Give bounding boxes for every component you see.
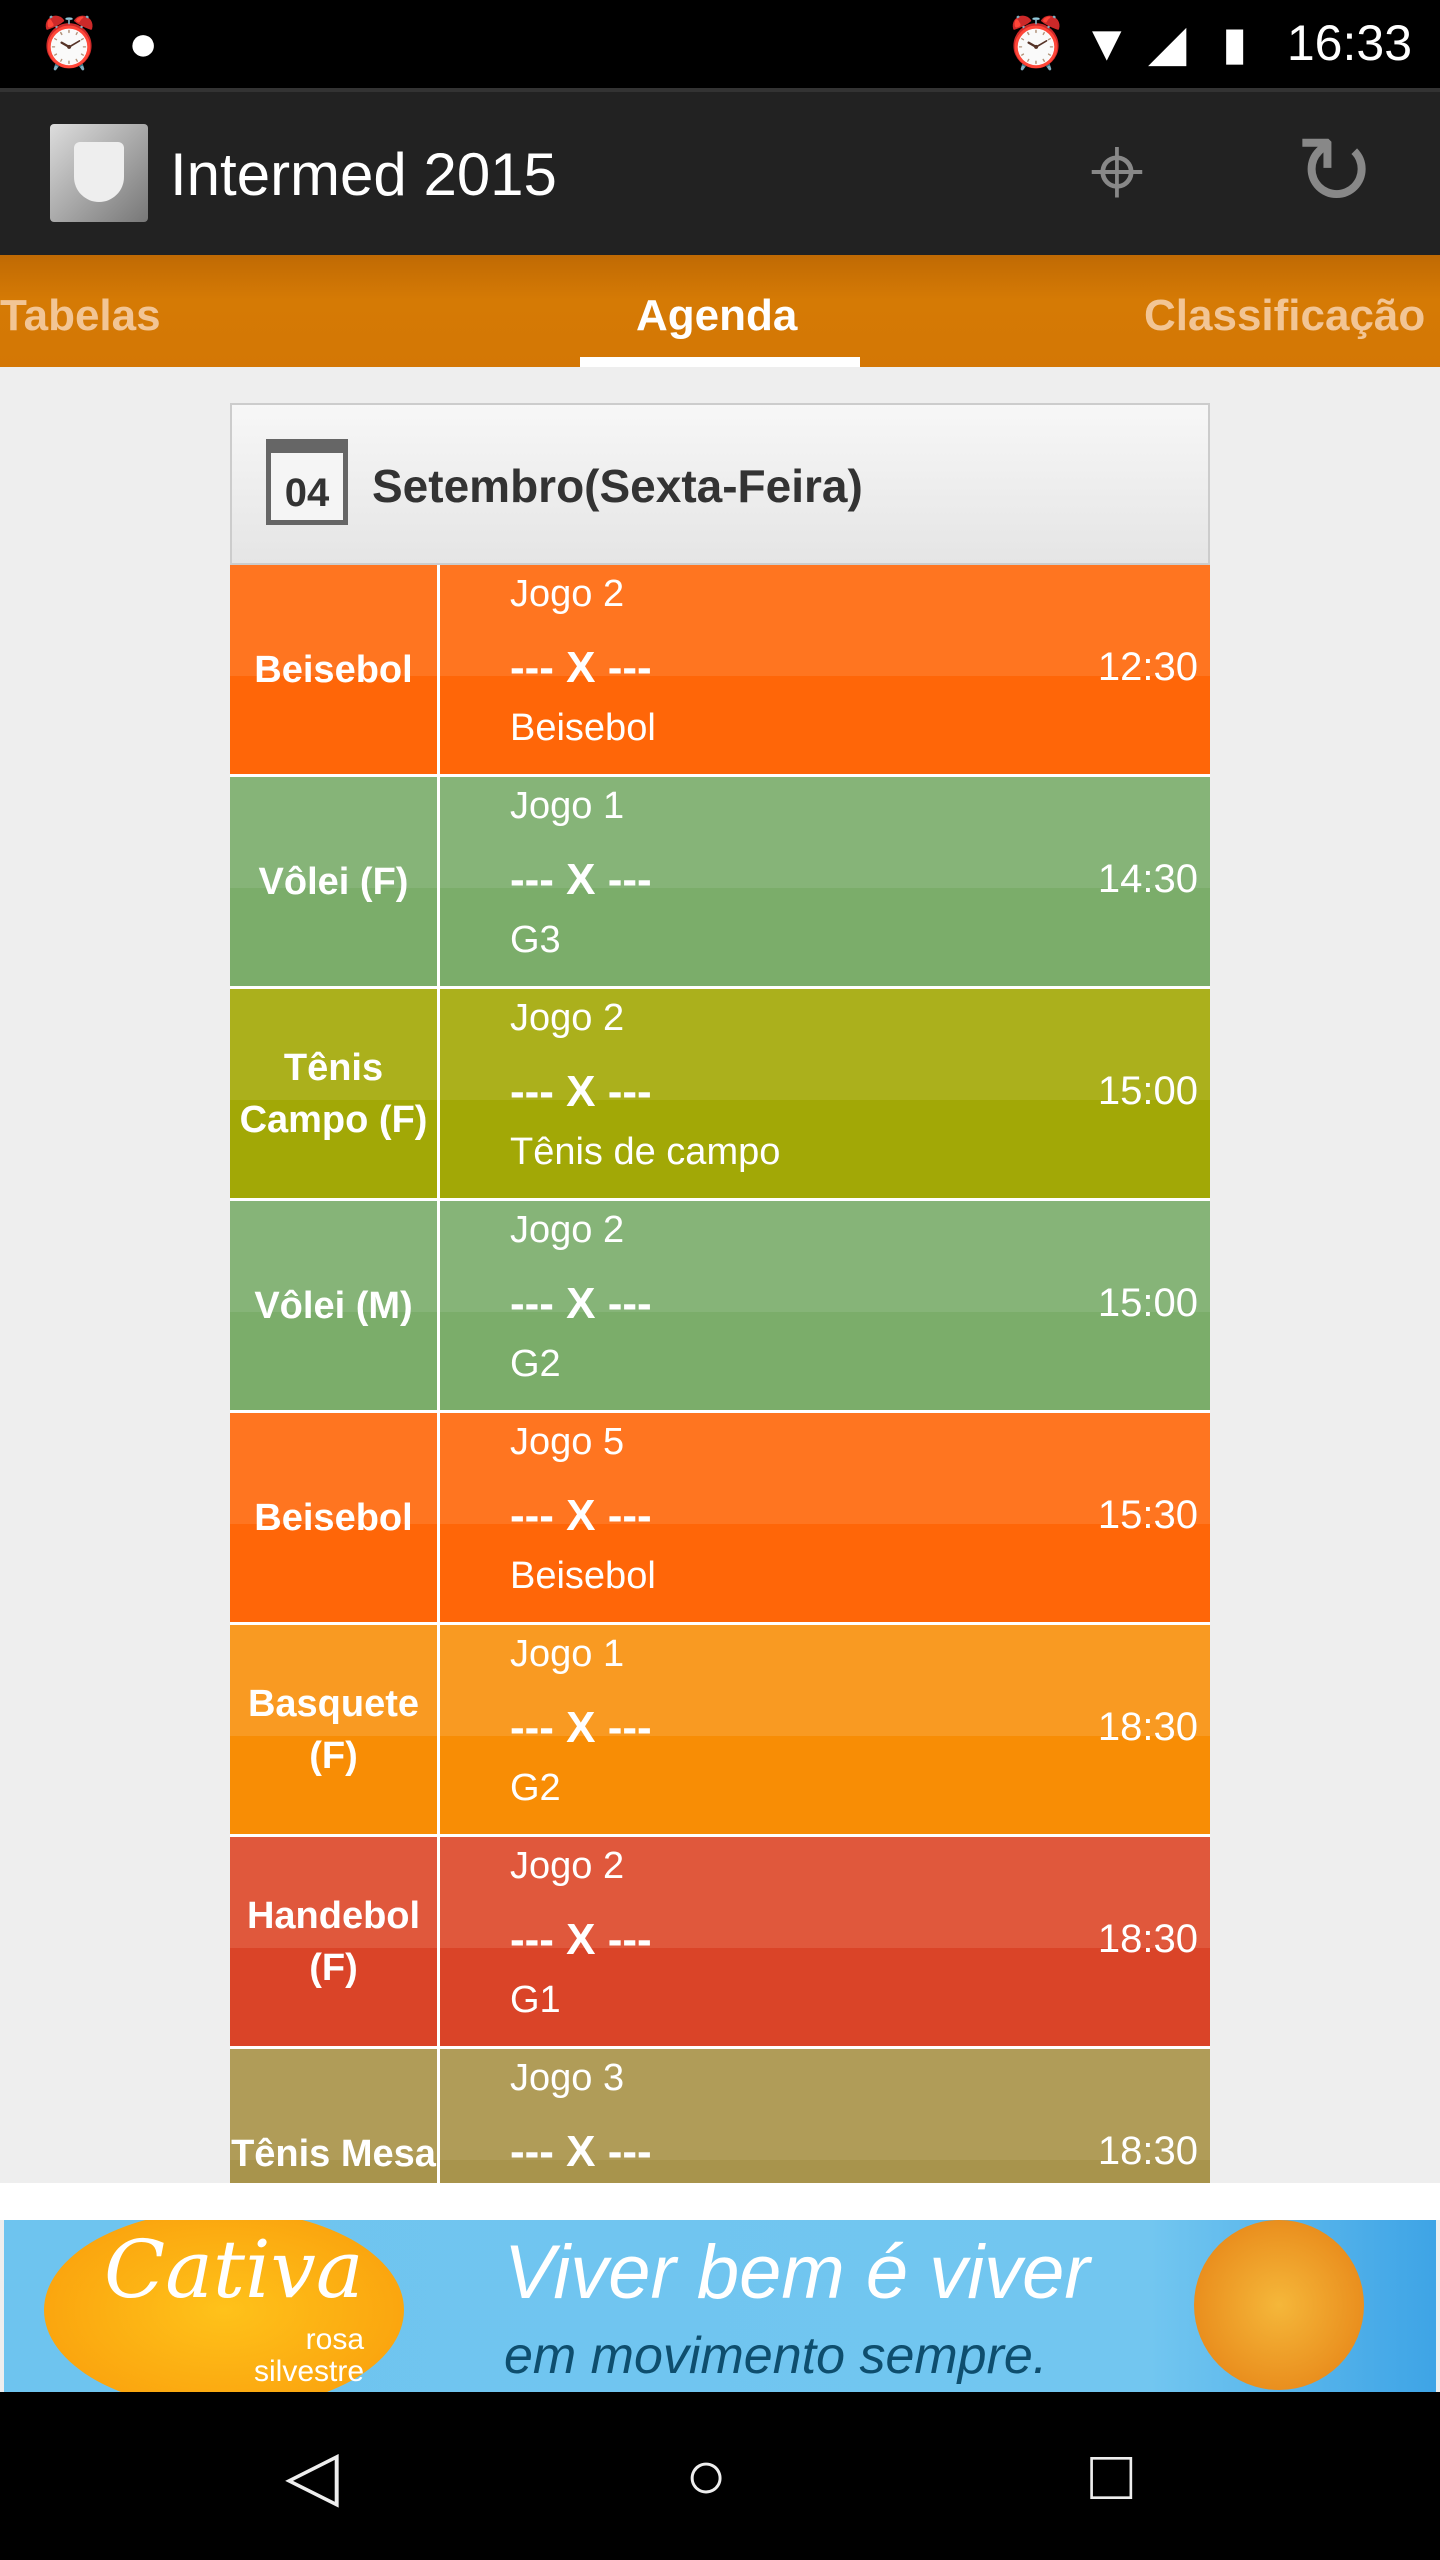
clock: 16:33 [1286,15,1412,71]
sport-label: Handebol (F) [230,1837,440,2046]
game-number: Jogo 2 [510,997,625,1039]
game-number: Jogo 1 [510,785,625,827]
sport-label: Basquete (F) [230,1625,440,1834]
game-info: Jogo 3 --- X --- 18:30 [440,2049,1210,2183]
day-title: Setembro(Sexta-Feira) [372,460,863,512]
signal-icon: ◢ [1148,15,1187,71]
game-info: Jogo 2 --- X --- G1 18:30 [440,1837,1210,2046]
game-info: Jogo 2 --- X --- G2 15:00 [440,1201,1210,1410]
matchup: --- X --- [510,643,652,692]
game-number: Jogo 2 [510,573,625,615]
tab-indicator [580,357,860,367]
back-icon[interactable]: ◁ [285,2436,339,2514]
sport-label: Beisebol [230,1413,440,1622]
game-number: Jogo 3 [510,2057,625,2099]
game-info: Jogo 5 --- X --- Beisebol 15:30 [440,1413,1210,1622]
ad-tagline-2: em movimento sempre. [504,2327,1048,2385]
ad-logo-circle [44,2220,404,2392]
game-number: Jogo 1 [510,1633,625,1675]
spacer [0,2183,1440,2220]
game-number: Jogo 5 [510,1421,625,1463]
game-info: Jogo 2 --- X --- Beisebol 12:30 [440,565,1210,774]
game-row[interactable]: Tênis Mesa Jogo 3 --- X --- 18:30 [230,2049,1210,2183]
game-group: G2 [510,1767,561,1809]
tab-agenda[interactable]: Agenda [636,291,798,340]
game-time: 12:30 [1097,645,1198,689]
wifi-icon: ▼ [1082,15,1132,71]
sport-label: Vôlei (M) [230,1201,440,1410]
game-time: 15:00 [1097,1069,1198,1113]
sport-label: Beisebol [230,565,440,774]
matchup: --- X --- [510,855,652,904]
tab-tabelas[interactable]: Tabelas [0,291,161,340]
ad-knee-image [1194,2220,1364,2390]
sport-label: Tênis Campo (F) [230,989,440,1198]
ad-sub: rosa silvestre [254,2324,364,2388]
ad-banner[interactable]: Cativa rosa silvestre Viver bem é viver e… [4,2220,1436,2392]
game-list[interactable]: Beisebol Jogo 2 --- X --- Beisebol 12:30… [230,565,1210,2183]
game-time: 18:30 [1097,1705,1198,1749]
game-group: Beisebol [510,707,656,749]
game-time: 18:30 [1097,2129,1198,2173]
sport-label: Vôlei (F) [230,777,440,986]
matchup: --- X --- [510,1703,652,1752]
matchup: --- X --- [510,1067,652,1116]
game-time: 14:30 [1097,857,1198,901]
game-row[interactable]: Handebol (F) Jogo 2 --- X --- G1 18:30 [230,1837,1210,2049]
alarm-icon: ⏰ [1005,15,1068,71]
app-logo [50,124,148,222]
day-header: 04 Setembro(Sexta-Feira) [230,403,1210,565]
ad-sub-1: rosa [305,2323,365,2356]
battery-charging-icon: ▮ [1222,17,1248,69]
game-info: Jogo 1 --- X --- G3 14:30 [440,777,1210,986]
game-info: Jogo 1 --- X --- G2 18:30 [440,1625,1210,1834]
alarm-icon: ⏰ [38,15,101,71]
game-group: Beisebol [510,1555,656,1597]
map-pin-icon[interactable]: ⌖ [1090,118,1145,225]
game-row[interactable]: Vôlei (M) Jogo 2 --- X --- G2 15:00 [230,1201,1210,1413]
game-info: Jogo 2 --- X --- Tênis de campo 15:00 [440,989,1210,1198]
game-group: G2 [510,1343,561,1385]
tab-classificacao[interactable]: Classificação [1144,291,1426,340]
status-bar: ⏰ ● ⏰ ▼ ◢ ▮ 16:33 [0,0,1440,88]
matchup: --- X --- [510,2127,652,2176]
calendar-icon: 04 [266,439,348,525]
game-group: G3 [510,919,561,961]
game-row[interactable]: Basquete (F) Jogo 1 --- X --- G2 18:30 [230,1625,1210,1837]
action-bar: Intermed 2015 ⌖ ↻ [0,88,1440,255]
refresh-icon[interactable]: ↻ [1295,118,1376,225]
ad-tagline-1: Viver bem é viver [504,2230,1090,2315]
game-group: Tênis de campo [510,1131,781,1173]
game-number: Jogo 2 [510,1845,625,1887]
game-row[interactable]: Tênis Campo (F) Jogo 2 --- X --- Tênis d… [230,989,1210,1201]
game-number: Jogo 2 [510,1209,625,1251]
game-time: 15:00 [1097,1281,1198,1325]
ad-brand: Cativa [104,2223,364,2316]
game-row[interactable]: Beisebol Jogo 5 --- X --- Beisebol 15:30 [230,1413,1210,1625]
matchup: --- X --- [510,1915,652,1964]
navigation-bar: ◁ ○ □ [0,2392,1440,2560]
android-debug-icon: ● [128,15,159,71]
recents-icon[interactable]: □ [1090,2436,1133,2514]
game-row[interactable]: Beisebol Jogo 2 --- X --- Beisebol 12:30 [230,565,1210,777]
game-time: 18:30 [1097,1917,1198,1961]
app-title: Intermed 2015 [170,141,557,208]
game-group: G1 [510,1979,561,2021]
game-time: 15:30 [1097,1493,1198,1537]
matchup: --- X --- [510,1491,652,1540]
home-icon[interactable]: ○ [685,2436,728,2514]
game-row[interactable]: Vôlei (F) Jogo 1 --- X --- G3 14:30 [230,777,1210,989]
ad-sub-2: silvestre [254,2355,365,2388]
agenda-card: 04 Setembro(Sexta-Feira) Beisebol Jogo 2… [230,403,1210,2183]
sport-label: Tênis Mesa [230,2049,440,2183]
tab-bar: Tabelas Agenda Classificação [0,255,1440,367]
matchup: --- X --- [510,1279,652,1328]
